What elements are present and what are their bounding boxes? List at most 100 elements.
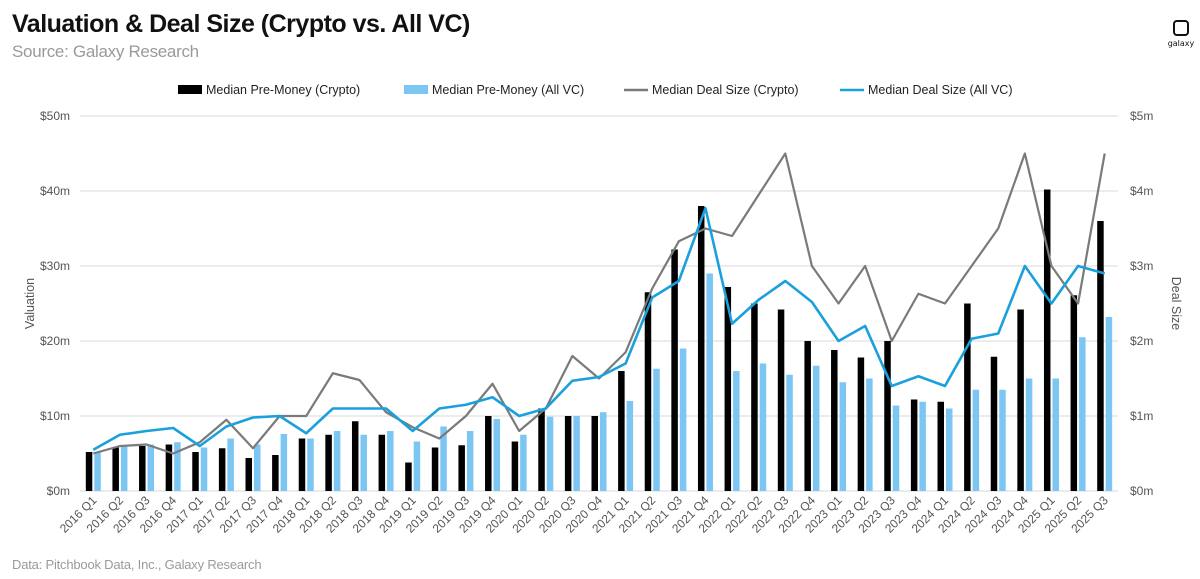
y-tick-label-right: $5m bbox=[1130, 109, 1153, 123]
bar-allvc-premoney bbox=[679, 348, 687, 491]
bar-allvc-premoney bbox=[600, 412, 607, 491]
bar-crypto-premoney bbox=[325, 434, 332, 491]
data-source-footnote: Data: Pitchbook Data, Inc., Galaxy Resea… bbox=[12, 557, 262, 572]
y-tick-label-right: $1m bbox=[1130, 409, 1153, 423]
y-tick-label-left: $50m bbox=[40, 109, 70, 123]
bar-crypto-premoney bbox=[351, 421, 359, 491]
chart-subtitle: Source: Galaxy Research bbox=[12, 42, 199, 61]
y-tick-label-left: $10m bbox=[40, 409, 70, 423]
y-tick-label-right: $3m bbox=[1130, 259, 1153, 273]
bar-crypto-premoney bbox=[697, 206, 705, 491]
bar-allvc-premoney bbox=[972, 389, 980, 491]
bar-crypto-premoney bbox=[511, 441, 519, 491]
line-allvc-deal-size bbox=[92, 206, 1106, 451]
y-axis-title-left: Valuation bbox=[23, 278, 37, 329]
bar-allvc-premoney bbox=[1105, 317, 1113, 491]
bar-crypto-premoney bbox=[485, 416, 492, 491]
bar-crypto-premoney bbox=[644, 292, 652, 491]
bar-allvc-premoney bbox=[94, 452, 101, 491]
bar-allvc-premoney bbox=[174, 442, 181, 491]
y-tick-label-left: $20m bbox=[40, 334, 70, 348]
bar-crypto-premoney bbox=[378, 434, 386, 491]
bar-crypto-premoney bbox=[618, 371, 625, 491]
bar-allvc-premoney bbox=[1025, 378, 1033, 491]
galaxy-logo: galaxy bbox=[1166, 20, 1196, 48]
bar-allvc-premoney bbox=[200, 447, 208, 491]
bar-crypto-premoney bbox=[804, 341, 811, 491]
y-tick-label-left: $40m bbox=[40, 184, 70, 198]
bar-allvc-premoney bbox=[573, 416, 580, 491]
bar-crypto-premoney bbox=[1017, 309, 1024, 491]
bar-allvc-premoney bbox=[254, 444, 261, 491]
bar-allvc-premoney bbox=[466, 431, 474, 491]
bar-allvc-premoney bbox=[360, 434, 367, 491]
bar-crypto-premoney bbox=[1070, 295, 1078, 491]
bar-allvc-premoney bbox=[812, 365, 820, 491]
bar-allvc-premoney bbox=[839, 382, 847, 491]
bar-crypto-premoney bbox=[538, 408, 545, 491]
bar-crypto-premoney bbox=[724, 287, 732, 491]
bar-crypto-premoney bbox=[272, 455, 279, 491]
bar-allvc-premoney bbox=[626, 401, 634, 491]
bar-allvc-premoney bbox=[946, 408, 953, 491]
bar-crypto-premoney bbox=[298, 438, 306, 491]
bar-allvc-premoney bbox=[413, 441, 421, 491]
bar-allvc-premoney bbox=[147, 444, 155, 491]
legend-allvc-premoney-label: Median Pre-Money (All VC) bbox=[432, 83, 584, 97]
bar-crypto-premoney bbox=[910, 399, 918, 491]
bar-crypto-premoney bbox=[405, 462, 412, 491]
bar-crypto-premoney bbox=[245, 458, 252, 491]
bar-crypto-premoney bbox=[937, 401, 944, 491]
bar-crypto-premoney bbox=[112, 447, 119, 491]
bar-allvc-premoney bbox=[493, 419, 501, 491]
bar-allvc-premoney bbox=[733, 371, 740, 491]
bar-allvc-premoney bbox=[120, 446, 128, 491]
bar-allvc-premoney bbox=[706, 273, 713, 491]
bar-allvc-premoney bbox=[919, 401, 926, 491]
bar-crypto-premoney bbox=[1097, 221, 1104, 491]
y-tick-label-left: $0m bbox=[47, 484, 70, 498]
bar-crypto-premoney bbox=[1043, 189, 1051, 491]
bar-allvc-premoney bbox=[280, 434, 288, 491]
bar-crypto-premoney bbox=[777, 309, 785, 491]
galaxy-logo-text: galaxy bbox=[1167, 39, 1195, 48]
bar-allvc-premoney bbox=[1079, 337, 1086, 491]
bar-crypto-premoney bbox=[990, 356, 998, 491]
bar-crypto-premoney bbox=[85, 452, 93, 491]
bar-allvc-premoney bbox=[866, 378, 873, 491]
bar-allvc-premoney bbox=[333, 431, 341, 491]
bar-crypto-premoney bbox=[671, 249, 678, 491]
bar-allvc-premoney bbox=[892, 405, 900, 491]
legend-crypto-premoney-label: Median Pre-Money (Crypto) bbox=[206, 83, 360, 97]
bar-crypto-premoney bbox=[431, 447, 439, 491]
legend-allvc-deal-size: Median Deal Size (All VC) bbox=[840, 83, 1013, 97]
y-axis-title-right: Deal Size bbox=[1169, 277, 1183, 331]
bar-allvc-premoney bbox=[440, 426, 447, 491]
y-tick-label-right: $2m bbox=[1130, 334, 1153, 348]
bar-crypto-premoney bbox=[458, 445, 465, 491]
bar-allvc-premoney bbox=[307, 438, 314, 491]
bar-allvc-premoney bbox=[387, 431, 394, 491]
y-tick-label-right: $0m bbox=[1130, 484, 1153, 498]
bar-allvc-premoney bbox=[546, 416, 554, 491]
legend-crypto-premoney: Median Pre-Money (Crypto) bbox=[178, 83, 360, 97]
legend-crypto-premoney-swatch bbox=[178, 85, 202, 94]
galaxy-logo-icon bbox=[1173, 20, 1189, 36]
legend-crypto-deal-size: Median Deal Size (Crypto) bbox=[624, 83, 799, 97]
chart-title: Valuation & Deal Size (Crypto vs. All VC… bbox=[12, 10, 470, 38]
bar-crypto-premoney bbox=[831, 350, 838, 491]
bar-crypto-premoney bbox=[165, 444, 173, 491]
legend-crypto-deal-size-label: Median Deal Size (Crypto) bbox=[652, 83, 799, 97]
bar-allvc-premoney bbox=[520, 434, 527, 491]
bar-allvc-premoney bbox=[786, 374, 793, 491]
bar-allvc-premoney bbox=[653, 368, 660, 491]
bar-crypto-premoney bbox=[139, 446, 146, 491]
bar-crypto-premoney bbox=[751, 303, 758, 491]
y-tick-label-left: $30m bbox=[40, 259, 70, 273]
bar-allvc-premoney bbox=[999, 389, 1006, 491]
legend-allvc-premoney-swatch bbox=[404, 85, 428, 94]
bar-crypto-premoney bbox=[884, 341, 891, 491]
bar-allvc-premoney bbox=[227, 438, 234, 491]
bar-crypto-premoney bbox=[964, 303, 971, 491]
